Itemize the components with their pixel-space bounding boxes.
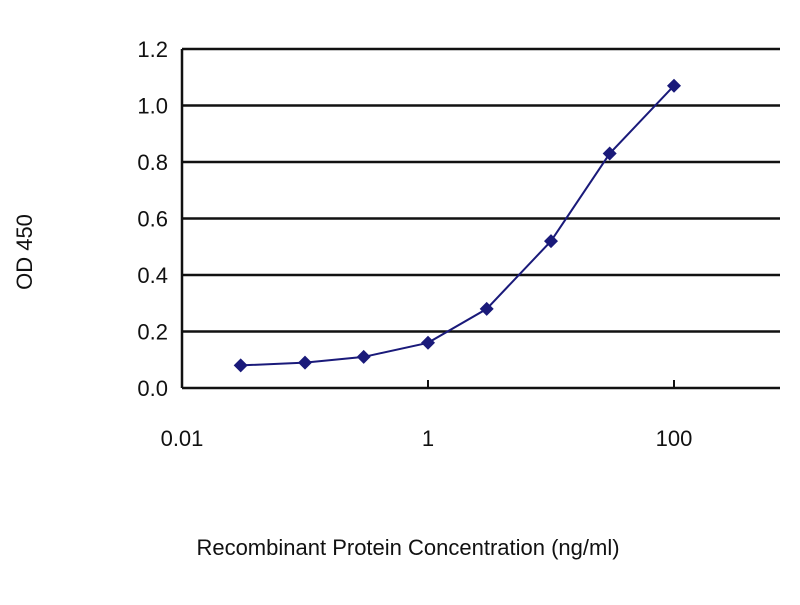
data-point [233,358,248,373]
x-tick-label: 1 [422,426,434,451]
data-point [479,301,494,316]
x-tick-label: 0.01 [161,426,204,451]
data-point [298,355,312,370]
series [233,78,681,373]
data-point [421,335,435,350]
data-point [544,234,558,249]
y-axis-label: OD 450 [12,214,37,290]
x-tick-labels: 0.01 1 100 [161,426,693,451]
data-point [356,349,371,364]
y-tick-label: 0.4 [137,263,168,288]
y-tick-label: 1.2 [137,37,168,62]
x-tick-label: 100 [656,426,693,451]
data-point [667,78,681,93]
gridlines [182,47,780,333]
series-line [240,85,675,367]
y-tick-label: 0.2 [137,320,168,345]
y-tick-label: 0.0 [137,376,168,401]
y-tick-label: 0.8 [137,150,168,175]
data-point [602,146,617,161]
y-tick-label: 1.0 [137,94,168,119]
y-tick-label: 0.6 [137,207,168,232]
y-tick-labels: 0.0 0.2 0.4 0.6 0.8 1.0 1.2 [137,37,168,401]
axes [180,49,780,390]
x-axis-label: Recombinant Protein Concentration (ng/ml… [196,535,619,560]
